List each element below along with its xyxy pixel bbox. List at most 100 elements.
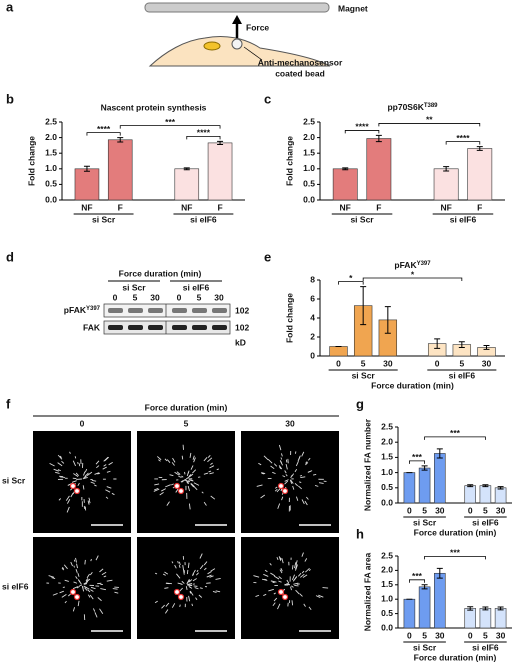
x-tick-label: 30 (496, 505, 506, 515)
y-tick-label: 0.0 (303, 194, 315, 204)
magnet-label: Magnet (338, 3, 368, 13)
bead-label: Anti-mechanosensor (258, 57, 343, 67)
bead (279, 590, 284, 595)
bar (75, 169, 99, 200)
bar (419, 587, 430, 628)
bead (179, 595, 184, 600)
y-tick-label: 2.5 (45, 116, 57, 126)
significance-label: **** (97, 124, 111, 134)
blot-band (172, 325, 187, 330)
unit-label: kD (235, 337, 246, 347)
bar (468, 149, 492, 200)
group-label: si Scr (92, 214, 116, 224)
x-tick-label: 0 (407, 505, 412, 515)
group-label: si Scr (350, 214, 374, 224)
blot-band (172, 308, 187, 313)
adhesion (80, 585, 82, 586)
x-tick-label: 30 (482, 358, 492, 368)
significance-label: **** (197, 128, 211, 138)
y-tick-label: 2.5 (381, 550, 393, 560)
group-label: si eIF6 (472, 642, 499, 652)
lane-label: 0 (113, 292, 118, 302)
x-tick-label: 0 (407, 630, 412, 640)
x-tick-label: 5 (361, 358, 366, 368)
bar (404, 473, 415, 503)
y-tick-label: 0.0 (381, 622, 393, 632)
bead (75, 489, 80, 494)
x-tick-label: 5 (422, 505, 427, 515)
x-tick-label: F (118, 202, 123, 212)
y-tick-label: 0.5 (45, 179, 57, 189)
chart-title: pp70S6KT389 (387, 102, 438, 112)
y-tick-label: 1.5 (381, 452, 393, 462)
panel-label: d (6, 249, 14, 264)
group-label: si Scr (413, 642, 437, 652)
adhesion (74, 560, 75, 562)
adhesion (200, 588, 203, 589)
adhesion (182, 456, 183, 460)
panel-label: h (356, 526, 364, 541)
y-tick-label: 2.5 (381, 421, 393, 431)
bar (434, 453, 445, 503)
row-label-superscript: Y397 (86, 306, 101, 312)
x-tick-label: F (477, 202, 482, 212)
blot-band (212, 325, 227, 330)
bead (71, 590, 76, 595)
bar (333, 169, 357, 200)
x-tick-label: 5 (483, 505, 488, 515)
microscopy-image (137, 537, 235, 639)
nucleus (204, 42, 220, 50)
adhesion (300, 475, 302, 476)
blot-band (128, 325, 143, 330)
bead (175, 484, 180, 489)
x-tick-label: F (217, 202, 222, 212)
y-axis-label: Fold change (284, 293, 294, 343)
x-tick-label: NF (340, 202, 351, 212)
bar (480, 486, 491, 503)
y-tick-label: 6 (310, 293, 315, 303)
y-tick-label: 0.5 (303, 179, 315, 189)
y-tick-label: 1.0 (381, 593, 393, 603)
force-label: Force (246, 22, 269, 32)
y-tick-label: 0.0 (381, 497, 393, 507)
panel-label: f (6, 396, 11, 411)
microscopy-image (33, 431, 131, 533)
blot-band (108, 308, 123, 313)
panel-label: b (6, 91, 14, 106)
x-tick-label: NF (440, 202, 451, 212)
lane-label: 0 (177, 292, 182, 302)
x-tick-label: 0 (336, 358, 341, 368)
y-tick-label: 0.0 (45, 194, 57, 204)
blot-title: Force duration (min) (119, 268, 202, 278)
bar (480, 608, 491, 628)
significance-label: ** (426, 115, 433, 125)
y-axis-label: Fold change (284, 136, 294, 186)
group-label: si eIF6 (449, 370, 476, 380)
bead (75, 595, 80, 600)
y-tick-label: 1.5 (303, 147, 315, 157)
adhesion (292, 565, 293, 569)
y-axis-label: Normalized FA number (362, 418, 372, 511)
y-axis-label: Fold change (26, 136, 36, 186)
significance-label: *** (450, 548, 461, 558)
lane-label: 30 (214, 292, 224, 302)
x-tick-label: 30 (383, 358, 393, 368)
bar (465, 608, 476, 628)
blot-band (192, 325, 207, 330)
adhesion (188, 563, 189, 568)
group-label: si Scr (413, 517, 437, 527)
microscopy-image (241, 431, 339, 533)
y-tick-label: 1.5 (45, 147, 57, 157)
lane-label: 5 (197, 292, 202, 302)
bar (434, 169, 458, 200)
column-label: 0 (80, 418, 85, 428)
x-tick-label: 30 (496, 630, 506, 640)
bead (175, 590, 180, 595)
bar (495, 488, 506, 503)
x-tick-label: 5 (459, 358, 464, 368)
blot-group: si eIF6 (183, 282, 210, 292)
x-tick-label: 5 (422, 630, 427, 640)
adhesion (313, 474, 316, 475)
x-tick-label: NF (81, 202, 92, 212)
